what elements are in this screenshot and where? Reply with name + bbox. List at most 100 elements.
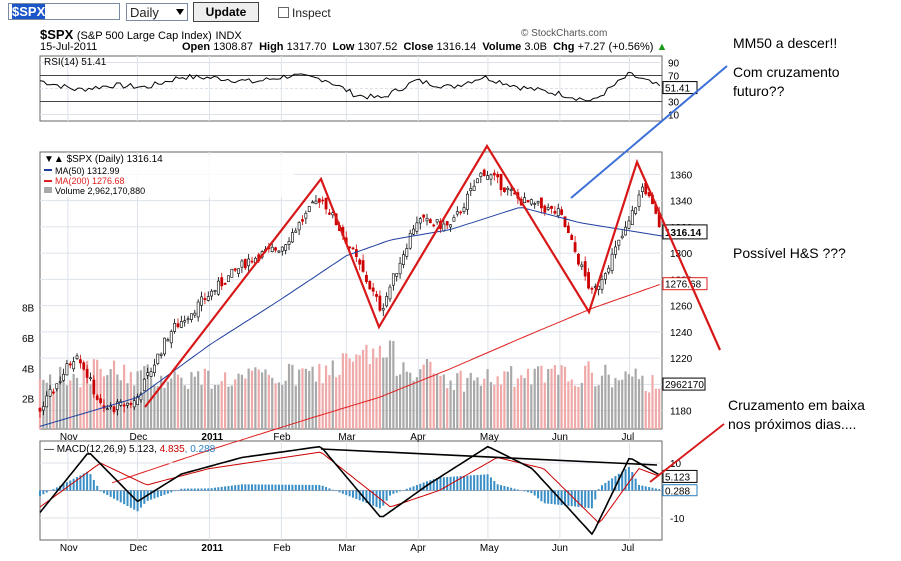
candle-body — [472, 185, 476, 191]
volume-bar — [234, 379, 237, 429]
candle-body — [75, 355, 79, 359]
macd-histogram-bar — [264, 484, 267, 491]
volume-bar — [385, 357, 388, 429]
volume-bar — [483, 378, 486, 429]
volume-bar — [261, 372, 264, 429]
macd-histogram-bar — [210, 488, 213, 491]
macd-histogram-bar — [39, 490, 41, 496]
volume-bar — [402, 362, 405, 429]
macd-histogram-bar — [648, 487, 651, 491]
volume-bar — [186, 388, 190, 429]
rsi-line — [39, 71, 661, 102]
macd-histogram-bar — [442, 477, 445, 491]
candle-body — [388, 286, 392, 300]
candle-body — [543, 205, 547, 213]
volume-bar — [193, 376, 196, 429]
macd-histogram-bar — [176, 489, 179, 491]
macd-histogram-bar — [553, 490, 556, 505]
volume-bar — [425, 359, 429, 429]
candle-body — [92, 379, 96, 395]
candle-body — [600, 279, 604, 290]
x-tick-label: Feb — [273, 432, 291, 443]
macd-histogram-bar — [261, 484, 264, 491]
inspect-checkbox[interactable]: Inspect — [278, 6, 331, 20]
candle-body — [529, 199, 533, 205]
macd-histogram-bar — [150, 490, 153, 500]
candle-body — [506, 187, 510, 190]
volume-bar — [89, 384, 92, 429]
volume-bar — [439, 375, 442, 429]
volume-bar — [634, 368, 637, 429]
candle-body — [163, 337, 166, 355]
macd-histogram-bar — [523, 490, 526, 492]
macd-histogram-bar — [560, 490, 563, 506]
volume-bar — [473, 380, 476, 429]
chevron-down-icon — [176, 9, 184, 15]
volume-bar — [547, 369, 550, 429]
candle-body — [173, 323, 177, 332]
macd-histogram-bar — [109, 490, 112, 497]
candle-body — [250, 260, 254, 263]
candle-body — [149, 371, 153, 377]
macd-histogram-bar — [247, 484, 250, 491]
price-tick-label: 1240 — [670, 328, 693, 339]
volume-bar — [156, 386, 159, 429]
volume-bar — [432, 373, 435, 429]
macd-histogram-bar — [173, 490, 176, 492]
update-button[interactable]: Update — [193, 2, 259, 22]
period-select[interactable]: Daily — [126, 3, 188, 21]
macd-histogram-bar — [52, 489, 55, 491]
volume-bar — [570, 379, 573, 429]
volume-bar — [69, 380, 72, 429]
volume-bar — [176, 374, 180, 429]
volume-bar — [560, 365, 563, 429]
volume-bar — [479, 385, 482, 429]
volume-bar — [614, 378, 617, 429]
macd-hist-last-value: 0.288 — [665, 487, 690, 498]
volume-bar — [203, 368, 206, 429]
macd-histogram-bar — [634, 478, 637, 491]
candle-body — [465, 193, 469, 210]
volume-bar — [331, 360, 334, 429]
macd-histogram-bar — [45, 490, 48, 493]
macd-histogram-bar — [399, 490, 402, 492]
volume-bar — [648, 392, 651, 429]
candle-body — [287, 240, 291, 245]
candle-body — [216, 280, 220, 295]
annotation-cross-future: Com cruzamento futuro?? — [733, 64, 840, 99]
x-tick-label-macd: Dec — [129, 543, 147, 554]
macd-histogram-bar — [395, 490, 398, 493]
macd-histogram-bar — [274, 484, 277, 491]
volume-bar — [456, 373, 459, 429]
macd-histogram-bar — [577, 490, 580, 507]
macd-histogram-bar — [355, 490, 358, 500]
candle-body — [371, 287, 375, 292]
rsi-last-value: 51.41 — [665, 84, 690, 95]
symbol-input[interactable]: $SPX — [8, 3, 120, 20]
macd-histogram-bar — [526, 490, 529, 493]
candle-body — [78, 359, 82, 364]
macd-histogram-bar — [358, 490, 361, 501]
candle-body — [210, 290, 214, 297]
candle-body — [270, 246, 274, 252]
macd-histogram-bar — [419, 483, 422, 491]
volume-bar — [543, 382, 546, 429]
macd-histogram-bar — [180, 488, 183, 491]
candle-body — [159, 353, 163, 356]
candle-body — [479, 172, 483, 177]
macd-histogram-bar — [348, 490, 351, 497]
volume-bar — [459, 370, 462, 429]
candle-body — [365, 274, 368, 283]
volume-bar — [395, 375, 398, 429]
volume-bar — [587, 361, 590, 429]
volume-bar — [321, 383, 324, 429]
candle-body — [240, 260, 244, 268]
volume-bar — [72, 373, 75, 429]
macd-histogram-bar — [170, 490, 173, 493]
candle-body — [459, 211, 463, 214]
candle-body — [290, 232, 294, 243]
macd-hist-value-box — [662, 484, 698, 497]
volume-bar — [355, 354, 358, 429]
volume-bar — [304, 368, 307, 429]
